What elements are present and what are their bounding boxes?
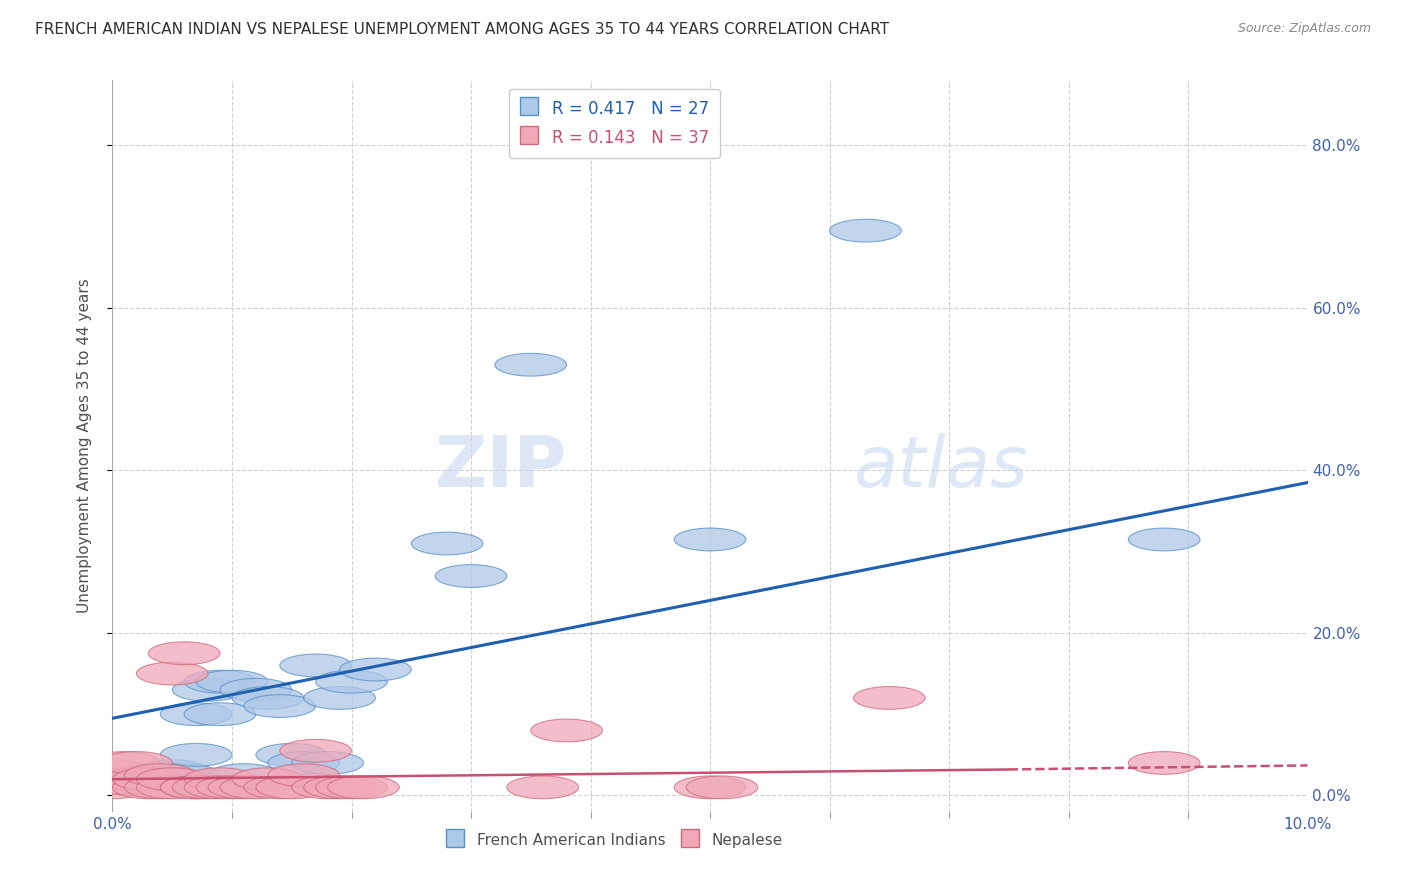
- Ellipse shape: [256, 776, 328, 798]
- Ellipse shape: [292, 776, 363, 798]
- Ellipse shape: [1129, 752, 1201, 774]
- Text: atlas: atlas: [853, 434, 1028, 502]
- Ellipse shape: [184, 670, 256, 693]
- Ellipse shape: [280, 739, 352, 762]
- Ellipse shape: [184, 776, 256, 798]
- Ellipse shape: [173, 679, 245, 701]
- Ellipse shape: [208, 776, 280, 798]
- Ellipse shape: [675, 528, 747, 551]
- Ellipse shape: [256, 743, 328, 766]
- Ellipse shape: [160, 776, 232, 798]
- Ellipse shape: [160, 703, 232, 725]
- Ellipse shape: [195, 670, 269, 693]
- Ellipse shape: [221, 776, 292, 798]
- Ellipse shape: [136, 776, 208, 798]
- Ellipse shape: [149, 764, 221, 787]
- Text: Source: ZipAtlas.com: Source: ZipAtlas.com: [1237, 22, 1371, 36]
- Legend: French American Indians, Nepalese: French American Indians, Nepalese: [440, 824, 789, 855]
- Ellipse shape: [195, 776, 269, 798]
- Ellipse shape: [269, 752, 340, 774]
- Ellipse shape: [221, 679, 292, 701]
- Ellipse shape: [304, 687, 375, 709]
- Ellipse shape: [76, 776, 149, 798]
- Ellipse shape: [830, 219, 901, 242]
- Ellipse shape: [412, 533, 484, 555]
- Ellipse shape: [686, 776, 758, 798]
- Ellipse shape: [125, 768, 197, 790]
- Ellipse shape: [232, 768, 304, 790]
- Ellipse shape: [136, 768, 208, 790]
- Ellipse shape: [160, 776, 232, 798]
- Text: FRENCH AMERICAN INDIAN VS NEPALESE UNEMPLOYMENT AMONG AGES 35 TO 44 YEARS CORREL: FRENCH AMERICAN INDIAN VS NEPALESE UNEMP…: [35, 22, 889, 37]
- Text: ZIP: ZIP: [434, 434, 567, 502]
- Ellipse shape: [173, 776, 245, 798]
- Ellipse shape: [125, 764, 197, 787]
- Ellipse shape: [208, 764, 280, 787]
- Ellipse shape: [292, 752, 363, 774]
- Ellipse shape: [316, 776, 388, 798]
- Ellipse shape: [184, 768, 256, 790]
- Ellipse shape: [112, 768, 184, 790]
- Ellipse shape: [136, 662, 208, 685]
- Ellipse shape: [269, 764, 340, 787]
- Ellipse shape: [89, 772, 160, 795]
- Ellipse shape: [508, 776, 579, 798]
- Ellipse shape: [853, 687, 925, 709]
- Ellipse shape: [112, 776, 184, 798]
- Ellipse shape: [160, 743, 232, 766]
- Ellipse shape: [245, 695, 316, 717]
- Ellipse shape: [316, 670, 388, 693]
- Ellipse shape: [436, 565, 508, 588]
- Ellipse shape: [675, 776, 747, 798]
- Ellipse shape: [304, 776, 375, 798]
- Ellipse shape: [232, 687, 304, 709]
- Ellipse shape: [495, 353, 567, 376]
- Ellipse shape: [328, 776, 399, 798]
- Ellipse shape: [149, 642, 221, 665]
- Ellipse shape: [184, 703, 256, 725]
- Ellipse shape: [136, 760, 208, 782]
- Ellipse shape: [112, 764, 184, 787]
- Ellipse shape: [340, 658, 412, 681]
- Ellipse shape: [245, 776, 316, 798]
- Ellipse shape: [101, 768, 173, 790]
- Ellipse shape: [280, 654, 352, 677]
- Ellipse shape: [531, 719, 603, 742]
- Ellipse shape: [1129, 528, 1201, 551]
- Y-axis label: Unemployment Among Ages 35 to 44 years: Unemployment Among Ages 35 to 44 years: [77, 278, 91, 614]
- Ellipse shape: [89, 752, 160, 774]
- Ellipse shape: [101, 752, 173, 774]
- Ellipse shape: [76, 760, 149, 782]
- Ellipse shape: [125, 776, 197, 798]
